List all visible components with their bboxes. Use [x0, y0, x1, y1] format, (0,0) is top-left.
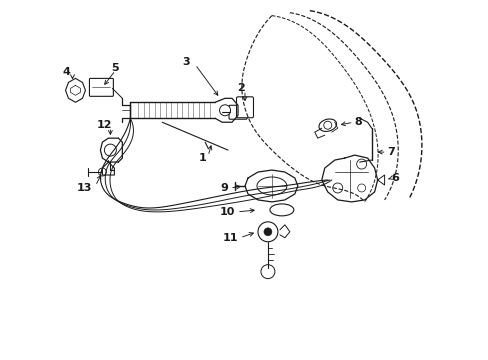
Text: 1: 1: [198, 153, 205, 163]
Circle shape: [104, 144, 116, 156]
Circle shape: [356, 159, 366, 169]
Circle shape: [323, 121, 331, 129]
FancyBboxPatch shape: [236, 97, 253, 118]
Circle shape: [357, 184, 365, 192]
Ellipse shape: [256, 177, 286, 195]
Text: 13: 13: [77, 183, 92, 193]
Circle shape: [258, 222, 277, 242]
Circle shape: [332, 183, 342, 193]
Ellipse shape: [318, 119, 336, 131]
Text: 5: 5: [110, 63, 118, 73]
Text: 7: 7: [387, 147, 394, 157]
Text: 12: 12: [97, 120, 112, 130]
Text: 9: 9: [220, 183, 227, 193]
Text: 6: 6: [391, 173, 399, 183]
Circle shape: [261, 265, 274, 279]
Ellipse shape: [269, 204, 293, 216]
Circle shape: [264, 228, 271, 236]
Text: 10: 10: [219, 207, 235, 217]
Text: 8: 8: [354, 117, 362, 127]
Circle shape: [98, 168, 106, 176]
Text: 4: 4: [62, 67, 70, 77]
Text: 2: 2: [237, 84, 244, 93]
Text: 11: 11: [222, 233, 238, 243]
Circle shape: [219, 105, 230, 116]
FancyBboxPatch shape: [89, 78, 113, 96]
FancyBboxPatch shape: [228, 105, 246, 119]
Text: 3: 3: [182, 58, 190, 67]
